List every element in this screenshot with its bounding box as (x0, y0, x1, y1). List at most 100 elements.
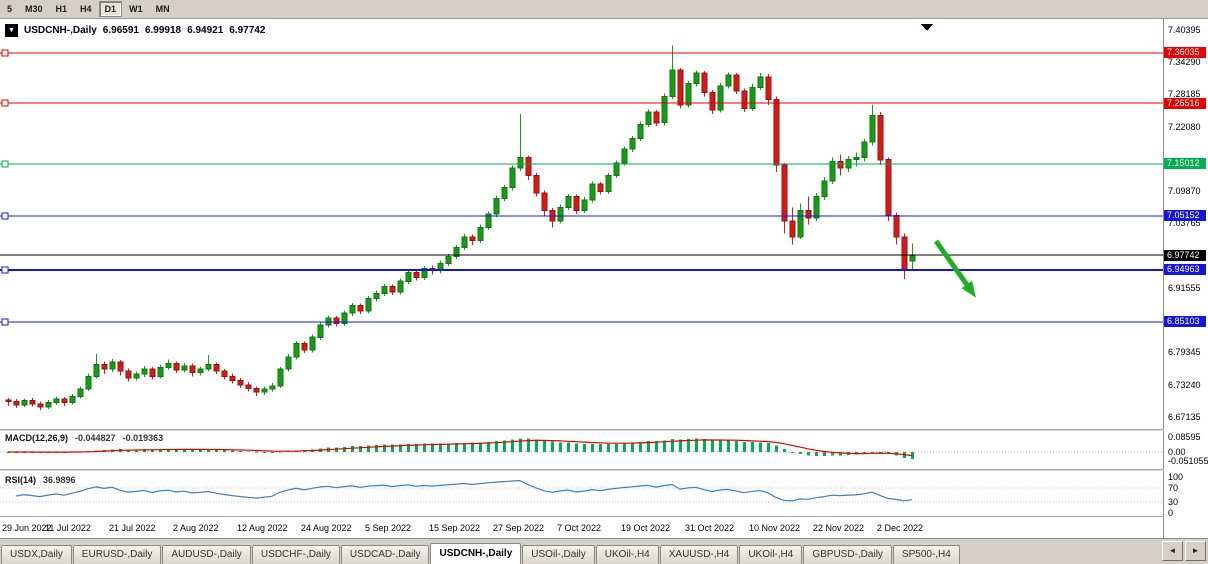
line-anchor-marker[interactable] (1, 160, 9, 168)
symbol-dropdown-icon[interactable]: ▼ (5, 24, 18, 37)
line-anchor-marker[interactable] (1, 318, 9, 326)
price-scale-tick: 7.03765 (1168, 218, 1201, 228)
date-axis[interactable]: 29 Jun 2022 11 Jul 2022 21 Jul 2022 2 Aug 2… (0, 517, 1163, 538)
ohlc-close: 6.97742 (229, 25, 266, 36)
price-level-badge: 7.05152 (1164, 210, 1206, 221)
date-axis-label: 22 Nov 2022 (813, 523, 865, 533)
price-scale-tick: 7.40395 (1168, 25, 1201, 35)
macd-scale-label: 0.08595 (1168, 432, 1201, 442)
macd-scale-label: -0.051055 (1168, 456, 1208, 466)
price-chart-canvas[interactable] (0, 19, 1163, 538)
tabs-scroll-left-button[interactable]: ◄ (1162, 541, 1183, 561)
date-axis-label: 7 Oct 2022 (557, 523, 602, 533)
ohlc-low: 6.94921 (187, 25, 224, 36)
tabs-scroll-right-button[interactable]: ► (1185, 541, 1206, 561)
price-scale-tick: 7.22080 (1168, 122, 1201, 132)
ohlc-open: 6.96591 (102, 25, 139, 36)
date-axis-label: 21 Jul 2022 (109, 523, 156, 533)
line-anchor-marker[interactable] (1, 49, 9, 57)
macd-main-value: -0.044827 (75, 433, 116, 443)
line-anchor-marker[interactable] (1, 99, 9, 107)
chart-tab[interactable]: UKOil-,H4 (595, 545, 659, 564)
chart-window: ▼ USDCNH-,Daily 6.96591 6.99918 6.94921 … (0, 19, 1208, 538)
macd-signal-value: -0.019363 (122, 433, 164, 443)
chart-shift-marker[interactable] (921, 24, 933, 31)
rsi-line (15, 479, 913, 502)
timeframe-button-mn[interactable]: MN (155, 4, 170, 14)
price-level-badge: 7.26516 (1164, 98, 1206, 109)
chart-tab[interactable]: GBPUSD-,Daily (803, 545, 892, 564)
date-axis-label: 12 Aug 2022 (237, 523, 288, 533)
timeframe-button-w1[interactable]: W1 (129, 4, 143, 14)
rsi-name: RSI(14) (5, 475, 37, 485)
macd-name: MACD(12,26,9) (5, 433, 69, 443)
date-axis-label: 27 Sep 2022 (493, 523, 545, 533)
price-level-badge: 7.36035 (1164, 47, 1206, 58)
timeframe-toolbar: 5 M30 H1 H4 D1 W1 MN (0, 0, 1208, 19)
price-scale-separator (1163, 19, 1164, 538)
line-anchor-marker[interactable] (1, 212, 9, 220)
line-anchor-marker[interactable] (1, 266, 9, 274)
price-level-badge: 6.97742 (1164, 250, 1206, 261)
timeframe-button-strip: 5 M30 H1 H4 D1 W1 MN (1, 1, 176, 17)
trend-arrow-head[interactable] (961, 280, 977, 298)
date-axis-label: 19 Oct 2022 (621, 523, 671, 533)
price-scale-tick: 6.91555 (1168, 283, 1201, 293)
price-scale-tick: 7.09870 (1168, 186, 1201, 196)
chart-tab[interactable]: AUDUSD-,Daily (162, 545, 251, 564)
rsi-scale-label: 0 (1168, 508, 1174, 518)
chart-tab[interactable]: USDCNH-,Daily (430, 543, 522, 564)
timeframe-button-h1[interactable]: H1 (55, 4, 68, 14)
chart-tab[interactable]: UKOil-,H4 (739, 545, 803, 564)
price-scale-tick: 6.79345 (1168, 347, 1201, 357)
price-scale-tick: 6.67135 (1168, 412, 1201, 422)
chart-tabs-strip: USDX,Daily EURUSD-,Daily AUDUSD-,Daily USDC… (1, 539, 1160, 564)
macd-panel-splitter[interactable] (0, 429, 1208, 431)
date-axis-label: 15 Sep 2022 (429, 523, 481, 533)
chart-tab[interactable]: XAUUSD-,H4 (659, 545, 739, 564)
tab-scroll-buttons: ◄ ► (1162, 541, 1206, 561)
price-scale-tick: 7.34290 (1168, 57, 1201, 67)
date-axis-label: 5 Sep 2022 (365, 523, 412, 533)
chart-tab-bar: USDX,Daily EURUSD-,Daily AUDUSD-,Daily USDC… (0, 538, 1208, 564)
price-level-badge: 6.85103 (1164, 316, 1206, 327)
price-scale-tick: 6.73240 (1168, 380, 1201, 390)
macd-signal-line (8, 439, 913, 457)
timeframe-button-5[interactable]: 5 (7, 4, 13, 14)
date-axis-label: 2 Dec 2022 (877, 523, 924, 533)
candlestick-series (5, 45, 916, 411)
date-axis-separator (0, 516, 1208, 517)
price-scale[interactable]: 7.40395 7.34290 7.28185 7.22080 7.09870 7.037… (1164, 19, 1208, 538)
chart-tab[interactable]: USDCHF-,Daily (251, 545, 340, 564)
price-level-badge: 6.94963 (1164, 264, 1206, 275)
timeframe-button-h4[interactable]: H4 (80, 4, 92, 14)
trend-arrow-shaft[interactable] (933, 239, 969, 287)
date-axis-label: 24 Aug 2022 (301, 523, 352, 533)
rsi-value: 36.9896 (43, 475, 76, 485)
chart-tab[interactable]: SP500-,H4 (892, 545, 960, 564)
timeframe-button-m30[interactable]: M30 (25, 4, 43, 14)
date-axis-label: 2 Aug 2022 (173, 523, 219, 533)
ohlc-high: 6.99918 (144, 25, 182, 36)
chart-title: ▼ USDCNH-,Daily 6.96591 6.99918 6.94921 … (5, 24, 265, 37)
timeframe-button-d1[interactable]: D1 (98, 1, 123, 17)
price-scale-tick: 7.28185 (1168, 89, 1201, 99)
date-axis-label: 31 Oct 2022 (685, 523, 735, 533)
chart-tab[interactable]: USOil-,Daily (522, 545, 595, 564)
date-axis-label: 10 Nov 2022 (749, 523, 801, 533)
date-axis-label: 29 Jun 2022 (2, 523, 52, 533)
chart-tab[interactable]: EURUSD-,Daily (72, 545, 162, 564)
chart-tab[interactable]: USDCAD-,Daily (340, 545, 430, 564)
rsi-indicator-label: RSI(14) 36.9896 (5, 475, 76, 485)
chart-symbol-period: USDCNH-,Daily (24, 25, 97, 36)
price-level-badge: 7.15012 (1164, 158, 1206, 169)
rsi-scale-label: 30 (1168, 497, 1179, 507)
macd-scale-label: 0.00 (1168, 447, 1186, 457)
macd-indicator-label: MACD(12,26,9) -0.044827 -0.019363 (5, 433, 163, 443)
rsi-panel-splitter[interactable] (0, 469, 1208, 471)
rsi-scale-label: 70 (1168, 483, 1179, 493)
chart-tab[interactable]: USDX,Daily (1, 545, 72, 564)
rsi-scale-label: 100 (1168, 472, 1184, 482)
date-axis-label: 11 Jul 2022 (45, 523, 91, 533)
